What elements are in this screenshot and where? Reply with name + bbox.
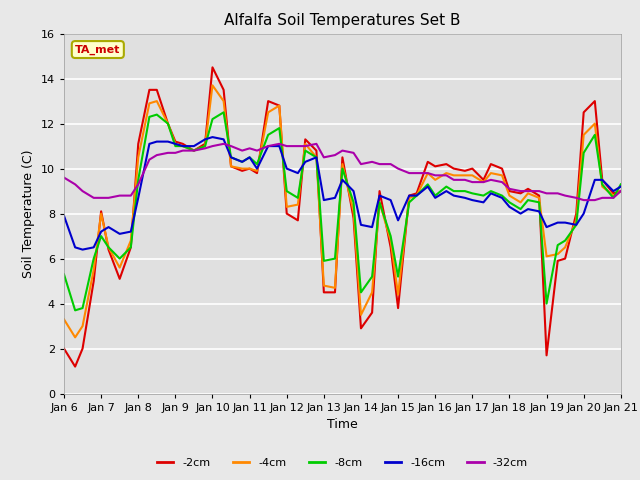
-8cm [220,109,227,115]
-8cm [376,200,383,205]
-2cm [60,346,68,351]
-2cm [617,188,625,194]
-8cm [201,143,209,149]
-4cm [561,244,569,250]
-4cm [617,188,625,194]
-8cm [617,181,625,187]
-4cm [60,316,68,322]
-32cm [264,143,272,149]
Legend: -2cm, -4cm, -8cm, -16cm, -32cm: -2cm, -4cm, -8cm, -16cm, -32cm [152,453,532,472]
-2cm [275,103,283,108]
-32cm [554,191,561,196]
-16cm [209,134,216,140]
-2cm [561,256,569,262]
-8cm [179,143,187,149]
Line: -16cm: -16cm [64,137,621,250]
Line: -2cm: -2cm [64,67,621,367]
Text: TA_met: TA_met [75,44,120,55]
-2cm [376,188,383,194]
X-axis label: Time: Time [327,418,358,431]
-16cm [413,192,420,199]
-16cm [79,247,86,252]
-32cm [617,188,625,194]
-4cm [413,192,420,199]
-8cm [413,192,420,199]
-16cm [179,143,187,149]
Title: Alfalfa Soil Temperatures Set B: Alfalfa Soil Temperatures Set B [224,13,461,28]
-8cm [275,125,283,131]
-4cm [376,200,383,205]
-2cm [413,191,420,196]
-8cm [60,272,68,277]
-4cm [201,143,209,149]
Y-axis label: Soil Temperature (C): Soil Temperature (C) [22,149,35,278]
-32cm [190,148,198,154]
-16cm [275,143,283,149]
-4cm [209,83,216,88]
-32cm [220,141,227,147]
-2cm [179,141,187,147]
-16cm [60,213,68,219]
-32cm [405,170,413,176]
-16cm [561,220,569,226]
-4cm [275,103,283,108]
Line: -8cm: -8cm [64,112,621,311]
-16cm [376,192,383,199]
-8cm [561,238,569,243]
-32cm [368,159,376,165]
-16cm [201,136,209,142]
-32cm [60,175,68,180]
-2cm [201,141,209,147]
-32cm [580,197,588,203]
-2cm [71,364,79,370]
-8cm [71,308,79,313]
-16cm [617,184,625,190]
-32cm [172,150,179,156]
-4cm [179,143,187,149]
Line: -4cm: -4cm [64,85,621,337]
-2cm [209,64,216,70]
Line: -32cm: -32cm [64,144,621,200]
-4cm [71,335,79,340]
